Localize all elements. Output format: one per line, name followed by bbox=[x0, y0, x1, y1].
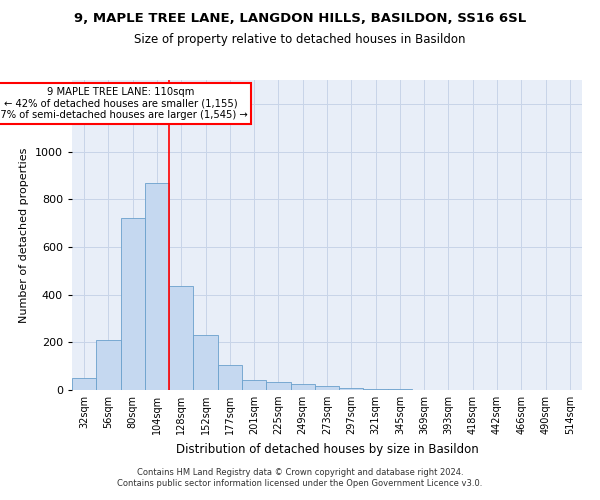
Bar bbox=[169, 286, 193, 390]
Bar bbox=[242, 380, 266, 390]
Bar bbox=[218, 365, 242, 390]
Bar bbox=[193, 335, 218, 390]
Bar bbox=[266, 382, 290, 390]
Bar bbox=[315, 386, 339, 390]
Bar bbox=[96, 340, 121, 390]
Bar bbox=[121, 218, 145, 390]
Bar bbox=[364, 389, 388, 390]
Text: Size of property relative to detached houses in Basildon: Size of property relative to detached ho… bbox=[134, 32, 466, 46]
Text: Contains HM Land Registry data © Crown copyright and database right 2024.
Contai: Contains HM Land Registry data © Crown c… bbox=[118, 468, 482, 487]
Bar bbox=[72, 378, 96, 390]
Bar bbox=[339, 388, 364, 390]
Text: 9, MAPLE TREE LANE, LANGDON HILLS, BASILDON, SS16 6SL: 9, MAPLE TREE LANE, LANGDON HILLS, BASIL… bbox=[74, 12, 526, 26]
Bar bbox=[290, 384, 315, 390]
Y-axis label: Number of detached properties: Number of detached properties bbox=[19, 148, 29, 322]
X-axis label: Distribution of detached houses by size in Basildon: Distribution of detached houses by size … bbox=[176, 442, 478, 456]
Bar bbox=[145, 182, 169, 390]
Text: 9 MAPLE TREE LANE: 110sqm
← 42% of detached houses are smaller (1,155)
57% of se: 9 MAPLE TREE LANE: 110sqm ← 42% of detac… bbox=[0, 87, 247, 120]
